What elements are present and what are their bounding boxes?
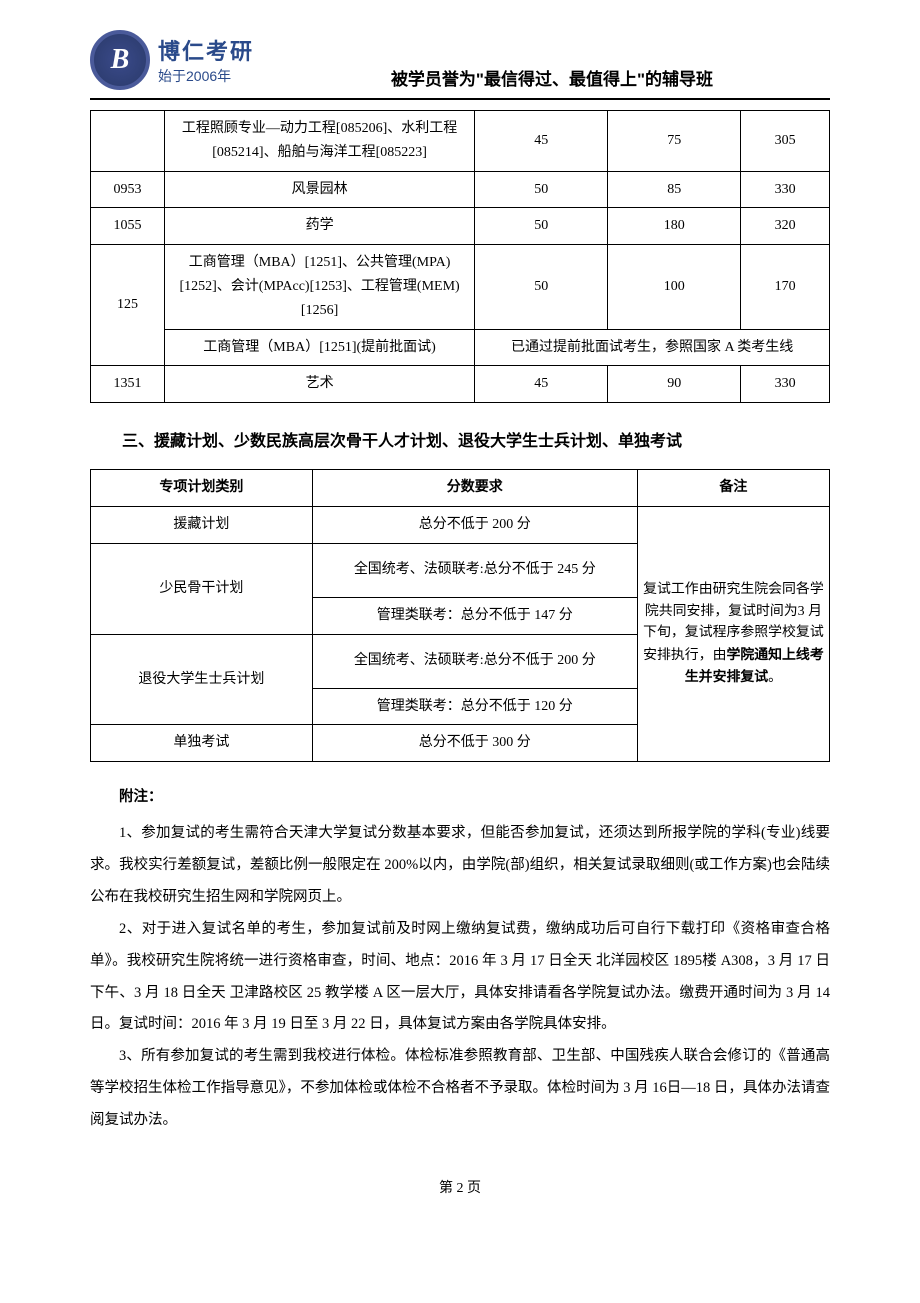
cell-req: 管理类联考：总分不低于 120 分 xyxy=(312,688,637,725)
cell-name: 风景园林 xyxy=(164,171,474,208)
cell-plan: 少民骨干计划 xyxy=(91,543,313,634)
cell-name: 工商管理（MBA）[1251]、公共管理(MPA)[1252]、会计(MPAcc… xyxy=(164,245,474,329)
table-row: 1055 药学 50 180 320 xyxy=(91,208,830,245)
brand-name: 博仁考研 xyxy=(158,34,254,66)
cell-req: 管理类联考：总分不低于 147 分 xyxy=(312,597,637,634)
table-head-row: 专项计划类别 分数要求 备注 xyxy=(91,470,830,507)
cell-score2: 90 xyxy=(608,366,741,403)
cell-score1: 50 xyxy=(475,208,608,245)
cell-req: 全国统考、法硕联考:总分不低于 200 分 xyxy=(312,634,637,688)
cell-total: 330 xyxy=(741,171,830,208)
cell-plan: 援藏计划 xyxy=(91,506,313,543)
cell-name: 药学 xyxy=(164,208,474,245)
special-plan-table: 专项计划类别 分数要求 备注 援藏计划 总分不低于 200 分 复试工作由研究生… xyxy=(90,469,830,762)
cell-score2: 180 xyxy=(608,208,741,245)
cell-code: 125 xyxy=(91,245,165,366)
remark-suffix: 。 xyxy=(768,670,782,685)
cell-name: 艺术 xyxy=(164,366,474,403)
cell-code xyxy=(91,111,165,172)
cell-score1: 45 xyxy=(475,366,608,403)
cell-score1: 50 xyxy=(475,245,608,329)
cell-total: 305 xyxy=(741,111,830,172)
cell-score2: 75 xyxy=(608,111,741,172)
cell-code: 1351 xyxy=(91,366,165,403)
document-page: 博仁考研 始于2006年 被学员誉为"最信得过、最值得上"的辅导班 工程照顾专业… xyxy=(0,0,920,1237)
cell-code: 0953 xyxy=(91,171,165,208)
page-number: 第 2 页 xyxy=(90,1177,830,1197)
cell-score2: 100 xyxy=(608,245,741,329)
cell-remark: 复试工作由研究生院会同各学院共同安排，复试时间为3 月下旬，复试程序参照学校复试… xyxy=(637,506,829,761)
cell-score2: 85 xyxy=(608,171,741,208)
table-row: 工程照顾专业—动力工程[085206]、水利工程[085214]、船舶与海洋工程… xyxy=(91,111,830,172)
cell-name: 工商管理（MBA）[1251](提前批面试) xyxy=(164,329,474,366)
col-header: 分数要求 xyxy=(312,470,637,507)
cell-code: 1055 xyxy=(91,208,165,245)
header-slogan: 被学员誉为"最信得过、最值得上"的辅导班 xyxy=(254,65,830,90)
section-title: 三、援藏计划、少数民族高层次骨干人才计划、退役大学生士兵计划、单独考试 xyxy=(90,427,830,451)
col-header: 备注 xyxy=(637,470,829,507)
table-row: 1351 艺术 45 90 330 xyxy=(91,366,830,403)
cell-req: 总分不低于 200 分 xyxy=(312,506,637,543)
page-header: 博仁考研 始于2006年 被学员誉为"最信得过、最值得上"的辅导班 xyxy=(90,30,830,100)
cell-total: 170 xyxy=(741,245,830,329)
logo-icon xyxy=(90,30,150,90)
col-header: 专项计划类别 xyxy=(91,470,313,507)
table-row: 125 工商管理（MBA）[1251]、公共管理(MPA)[1252]、会计(M… xyxy=(91,245,830,329)
brand-subtitle: 始于2006年 xyxy=(158,66,254,86)
note-paragraph: 1、参加复试的考生需符合天津大学复试分数基本要求，但能否参加复试，还须达到所报学… xyxy=(90,818,830,914)
scores-table: 工程照顾专业—动力工程[085206]、水利工程[085214]、船舶与海洋工程… xyxy=(90,110,830,403)
table-row: 0953 风景园林 50 85 330 xyxy=(91,171,830,208)
notes-title: 附注： xyxy=(90,782,830,814)
table-row: 工商管理（MBA）[1251](提前批面试) 已通过提前批面试考生，参照国家 A… xyxy=(91,329,830,366)
cell-score1: 50 xyxy=(475,171,608,208)
cell-plan: 退役大学生士兵计划 xyxy=(91,634,313,725)
note-paragraph: 2、对于进入复试名单的考生，参加复试前及时网上缴纳复试费，缴纳成功后可自行下载打… xyxy=(90,914,830,1042)
cell-req: 全国统考、法硕联考:总分不低于 245 分 xyxy=(312,543,637,597)
cell-score1: 45 xyxy=(475,111,608,172)
cell-total: 330 xyxy=(741,366,830,403)
logo-text: 博仁考研 始于2006年 xyxy=(158,34,254,86)
cell-plan: 单独考试 xyxy=(91,725,313,762)
table-row: 援藏计划 总分不低于 200 分 复试工作由研究生院会同各学院共同安排，复试时间… xyxy=(91,506,830,543)
notes-section: 附注： 1、参加复试的考生需符合天津大学复试分数基本要求，但能否参加复试，还须达… xyxy=(90,782,830,1137)
note-paragraph: 3、所有参加复试的考生需到我校进行体检。体检标准参照教育部、卫生部、中国残疾人联… xyxy=(90,1041,830,1137)
cell-total: 320 xyxy=(741,208,830,245)
logo-block: 博仁考研 始于2006年 xyxy=(90,30,254,90)
cell-req: 总分不低于 300 分 xyxy=(312,725,637,762)
cell-merged-note: 已通过提前批面试考生，参照国家 A 类考生线 xyxy=(475,329,830,366)
cell-name: 工程照顾专业—动力工程[085206]、水利工程[085214]、船舶与海洋工程… xyxy=(164,111,474,172)
